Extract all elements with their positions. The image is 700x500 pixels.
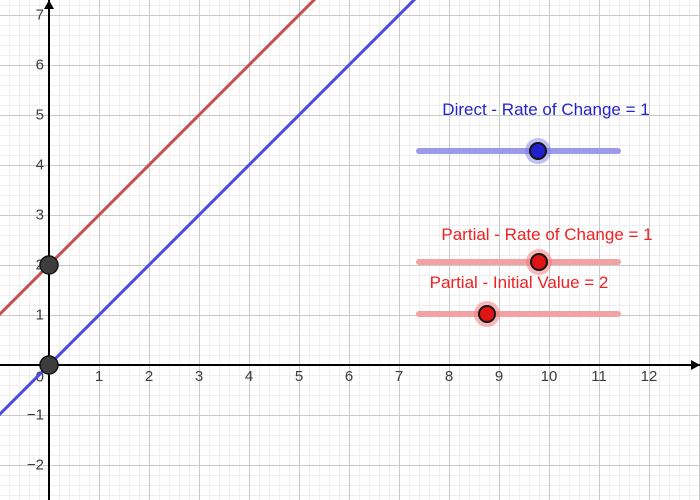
x-tick-label: 3 [194,368,204,385]
x-tick-label: 2 [144,368,154,385]
y-axis-arrow-icon [44,0,54,9]
direct-intercept-point [39,355,59,375]
x-axis [0,364,700,366]
x-tick-label: 6 [344,368,354,385]
y-tick-label: 3 [35,206,44,224]
y-axis [48,0,50,500]
slider-partial-initial-value-label: Partial - Initial Value = 2 [429,273,609,292]
slider-partial-rate-of-change-knob[interactable] [530,253,548,271]
x-tick-label: 9 [494,368,504,385]
slider-direct-rate-of-change-knob[interactable] [528,142,547,160]
y-tick-label: 6 [35,56,44,74]
direct-line [0,0,417,417]
x-axis-arrow-icon [691,360,700,370]
x-tick-label: 11 [591,368,607,385]
slider-direct-rate-of-change-track[interactable] [416,148,621,154]
slider-direct-rate-of-change: Direct - Rate of Change = 1 [416,100,650,160]
slider-partial-initial-value-track[interactable] [416,311,621,317]
x-tick-label: 10 [540,368,558,385]
slider-partial-rate-of-change: Partial - Rate of Change = 1 [416,225,653,271]
x-tick-label: 5 [294,368,304,385]
slider-partial-rate-of-change-track[interactable] [416,259,621,265]
y-tick-label: −1 [26,406,44,424]
partial-line [0,0,317,317]
y-tick-label: 7 [35,6,44,24]
slider-partial-rate-of-change-label: Partial - Rate of Change = 1 [441,225,653,244]
origin-label: 0 [35,368,44,386]
x-tick-label: 4 [244,368,254,385]
x-tick-label: 8 [444,368,454,385]
x-tick-label: 12 [640,368,658,385]
y-tick-label: −2 [26,456,44,474]
partial-intercept-point [39,255,59,275]
x-tick-label: 1 [94,368,104,385]
slider-partial-initial-value: Partial - Initial Value = 2 [416,273,621,323]
x-tick-label: 7 [394,368,404,385]
y-tick-label: 1 [35,306,44,324]
y-tick-label: 5 [35,106,44,124]
slider-direct-rate-of-change-label: Direct - Rate of Change = 1 [442,100,650,119]
slider-partial-initial-value-knob[interactable] [477,305,496,323]
y-tick-label: 4 [35,156,44,174]
